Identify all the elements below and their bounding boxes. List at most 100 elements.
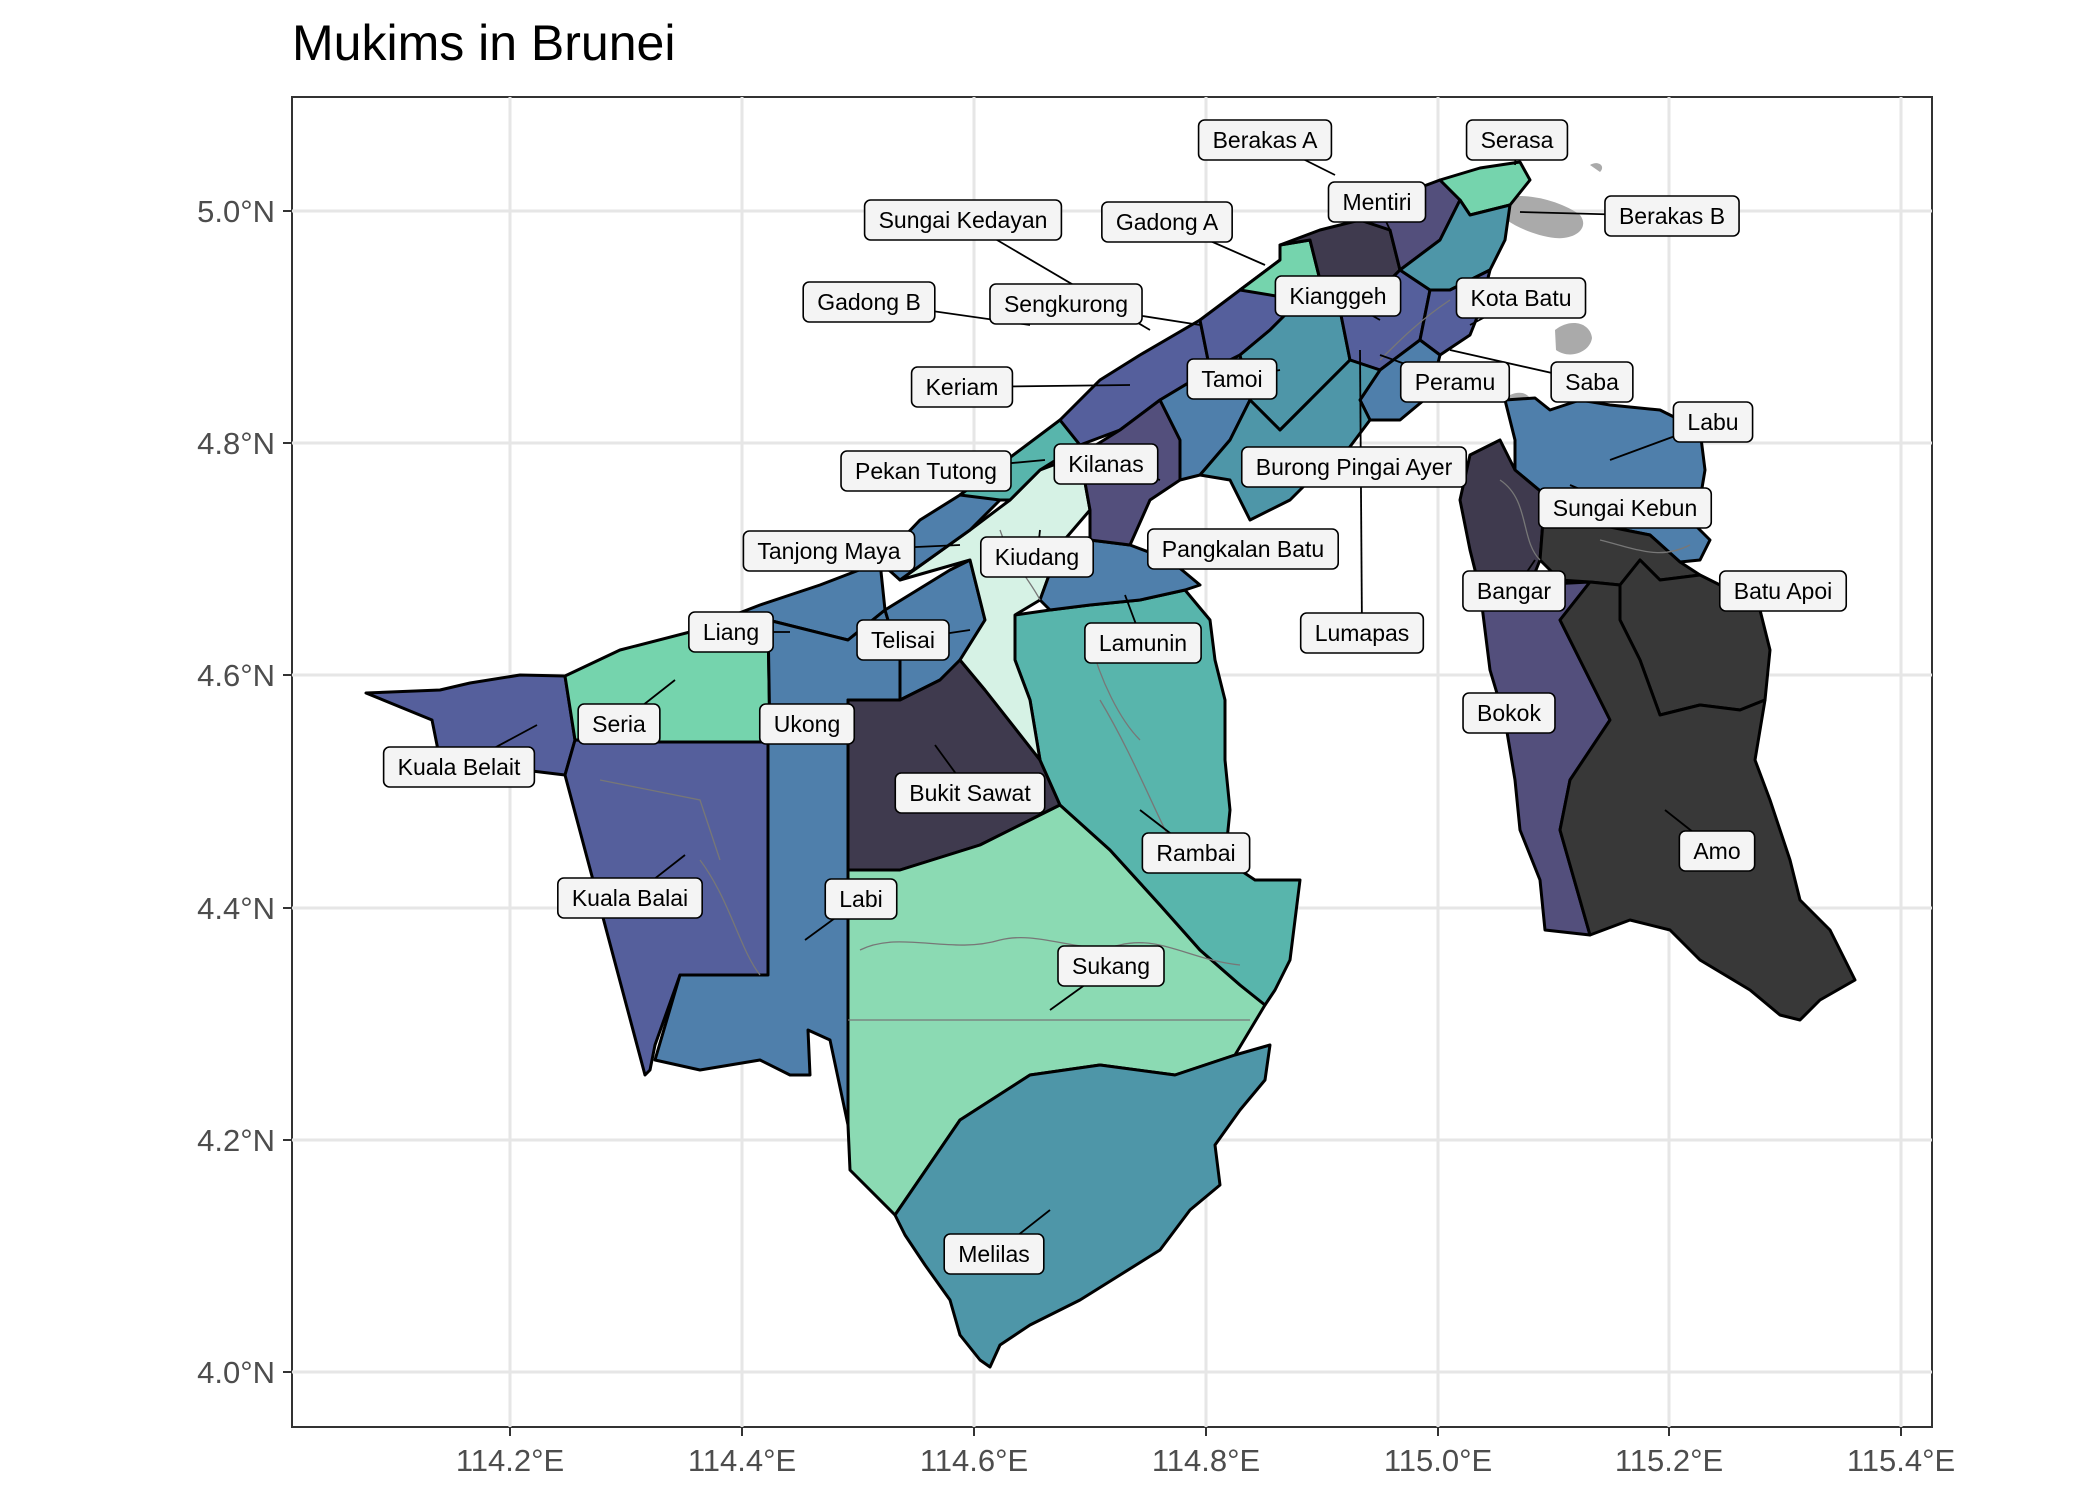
- label-box: [856, 619, 950, 661]
- label-text: Lumapas: [1315, 620, 1410, 646]
- y-tick-label: 4.0°N: [197, 1355, 275, 1390]
- label-text: Labu: [1687, 409, 1738, 435]
- mukim-label-labu: Labu: [1672, 401, 1754, 443]
- label-box: [943, 1233, 1045, 1275]
- label-text: Lamunin: [1099, 630, 1187, 656]
- mukim-label-bangar: Bangar: [1462, 570, 1566, 612]
- label-text: Liang: [703, 619, 759, 645]
- label-text: Kota Batu: [1470, 285, 1571, 311]
- label-text: Bangar: [1477, 578, 1552, 604]
- label-text: Bokok: [1477, 700, 1541, 726]
- mukim-label-berakas-a: Berakas A: [1197, 119, 1333, 161]
- label-box: [1678, 830, 1756, 872]
- label-box: [1299, 612, 1425, 654]
- region-rambai: [1013, 588, 1302, 1007]
- mukim-label-sungai-kedayan: Sungai Kedayan: [863, 199, 1063, 241]
- mukim-label-gadong-a: Gadong A: [1101, 201, 1233, 243]
- label-text: Mentiri: [1342, 189, 1411, 215]
- label-box: [1672, 401, 1754, 443]
- label-box: [989, 283, 1143, 325]
- label-text: Rambai: [1156, 840, 1235, 866]
- label-text: Tanjong Maya: [757, 538, 900, 564]
- mukim-label-kota-batu: Kota Batu: [1455, 277, 1587, 319]
- mukim-label-mentiri: Mentiri: [1327, 181, 1427, 223]
- label-box: [1718, 570, 1848, 612]
- x-tick-label: 114.4°E: [688, 1443, 796, 1478]
- label-text: Bukit Sawat: [909, 780, 1031, 806]
- x-tick-label: 114.2°E: [456, 1443, 564, 1478]
- mukim-label-ukong: Ukong: [758, 703, 856, 745]
- sub-boundaries: [599, 299, 1691, 1021]
- y-tick-label: 4.2°N: [197, 1123, 275, 1158]
- label-box: [577, 703, 661, 745]
- mukim-label-batu-apoi: Batu Apoi: [1718, 570, 1848, 612]
- label-text: Labi: [839, 886, 882, 912]
- mukim-label-lumapas: Lumapas: [1299, 612, 1425, 654]
- mukim-label-berakas-b: Berakas B: [1604, 195, 1740, 237]
- label-box: [742, 530, 916, 572]
- label-box: [1084, 622, 1202, 664]
- label-text: Gadong A: [1116, 209, 1219, 235]
- label-text: Kuala Balai: [572, 885, 688, 911]
- region-mentiri: [1398, 198, 1512, 292]
- label-text: Pangkalan Batu: [1162, 536, 1324, 562]
- mukim-label-kianggeh: Kianggeh: [1274, 275, 1402, 317]
- x-axis-labels: 114.2°E 114.4°E 114.6°E 114.8°E 115.0°E …: [456, 1443, 1955, 1478]
- mukim-label-burong-pingai-ayer: Burong Pingai Ayer: [1240, 446, 1468, 488]
- mukim-label-sengkurong: Sengkurong: [989, 283, 1143, 325]
- label-text: Burong Pingai Ayer: [1256, 454, 1453, 480]
- label-box: [910, 366, 1014, 408]
- label-box: [1465, 119, 1569, 161]
- y-tick-label: 5.0°N: [197, 194, 275, 229]
- mukim-label-lamunin: Lamunin: [1084, 622, 1202, 664]
- mukim-label-telisai: Telisai: [856, 619, 950, 661]
- label-text: Sungai Kedayan: [879, 207, 1048, 233]
- x-tick-label: 115.0°E: [1384, 1443, 1492, 1478]
- label-text: Sukang: [1072, 953, 1150, 979]
- map-title: Mukims in Brunei: [292, 15, 676, 71]
- label-box: [894, 772, 1046, 814]
- label-box: [1053, 443, 1159, 485]
- region-amo: [1558, 580, 1857, 1022]
- label-box: [1240, 446, 1468, 488]
- mukim-label-kiudang: Kiudang: [979, 536, 1095, 578]
- mukim-labels: Berakas A Serasa Mentiri Berakas B Sungai Ke…: [382, 119, 1848, 1275]
- label-box: [1327, 181, 1427, 223]
- label-box: [382, 746, 536, 788]
- label-box: [1604, 195, 1740, 237]
- label-box: [1399, 361, 1511, 403]
- x-tick-label: 114.6°E: [920, 1443, 1028, 1478]
- label-text: Kuala Belait: [398, 754, 521, 780]
- label-text: Berakas A: [1213, 127, 1318, 153]
- mukim-label-bukit-sawat: Bukit Sawat: [894, 772, 1046, 814]
- label-text: Ukong: [774, 711, 840, 737]
- label-box: [802, 281, 936, 323]
- label-text: Tamoi: [1201, 366, 1262, 392]
- mukim-label-sukang: Sukang: [1057, 945, 1165, 987]
- mukim-label-pangkalan-batu: Pangkalan Batu: [1146, 528, 1340, 570]
- label-box: [688, 611, 774, 653]
- label-box: [1550, 361, 1634, 403]
- label-text: Gadong B: [817, 289, 921, 315]
- label-box: [1455, 277, 1587, 319]
- y-tick-label: 4.4°N: [197, 891, 275, 926]
- mukim-label-rambai: Rambai: [1141, 832, 1251, 874]
- mukim-label-serasa: Serasa: [1465, 119, 1569, 161]
- mukim-label-peramu: Peramu: [1399, 361, 1511, 403]
- mukim-label-liang: Liang: [688, 611, 774, 653]
- label-text: Saba: [1565, 369, 1619, 395]
- label-box: [1537, 487, 1713, 529]
- label-text: Seria: [592, 711, 646, 737]
- mukim-label-kuala-balai: Kuala Balai: [557, 877, 703, 919]
- mukim-label-bokok: Bokok: [1462, 692, 1556, 734]
- label-text: Telisai: [871, 627, 935, 653]
- x-tick-label: 115.4°E: [1847, 1443, 1955, 1478]
- mukim-label-saba: Saba: [1550, 361, 1634, 403]
- label-box: [863, 199, 1063, 241]
- y-axis-labels: 5.0°N 4.8°N 4.6°N 4.4°N 4.2°N 4.0°N: [197, 194, 275, 1390]
- x-tick-label: 114.8°E: [1152, 1443, 1260, 1478]
- label-box: [1274, 275, 1402, 317]
- mukim-label-pekan-tutong: Pekan Tutong: [840, 450, 1012, 492]
- label-text: Pekan Tutong: [855, 458, 997, 484]
